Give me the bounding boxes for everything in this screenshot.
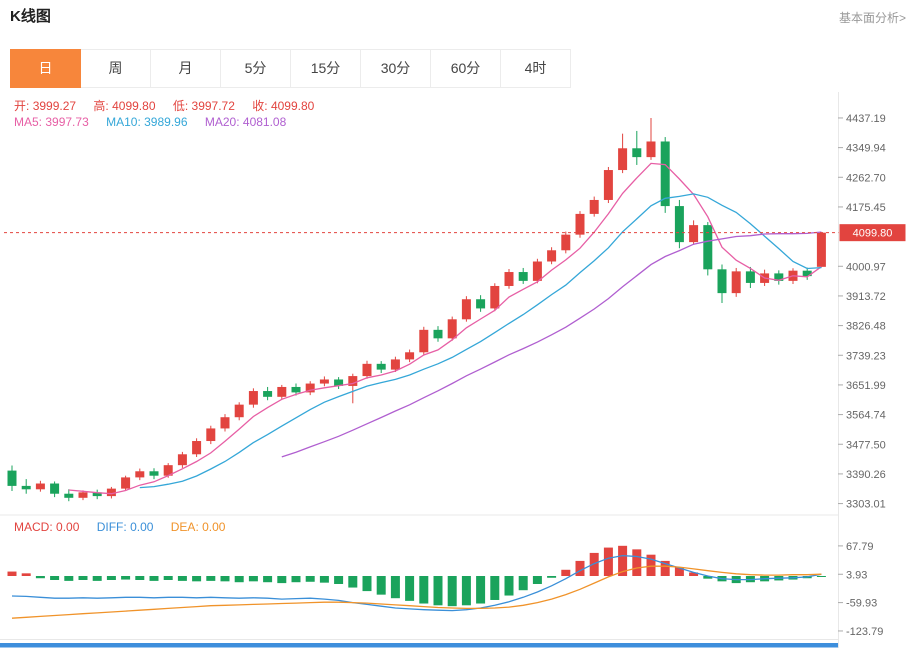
svg-text:-123.79: -123.79 bbox=[846, 626, 883, 638]
svg-text:3390.26: 3390.26 bbox=[846, 469, 886, 481]
svg-text:3303.01: 3303.01 bbox=[846, 499, 886, 511]
tab-30min[interactable]: 30分 bbox=[361, 49, 431, 88]
kline-chart[interactable]: 4437.19 4349.94 4262.70 4175.45 4000.97 3913.… bbox=[0, 92, 911, 648]
tab-month[interactable]: 月 bbox=[151, 49, 221, 88]
svg-text:-59.93: -59.93 bbox=[846, 598, 877, 610]
period-tabs: 日 周 月 5分 15分 30分 60分 4时 bbox=[10, 49, 571, 88]
svg-text:4099.80: 4099.80 bbox=[853, 228, 893, 240]
tab-day[interactable]: 日 bbox=[10, 49, 81, 88]
svg-text:3.93: 3.93 bbox=[846, 569, 867, 581]
svg-text:3739.23: 3739.23 bbox=[846, 350, 886, 362]
svg-text:4349.94: 4349.94 bbox=[846, 143, 886, 155]
svg-text:3564.74: 3564.74 bbox=[846, 410, 886, 422]
fundamental-analysis-link[interactable]: 基本面分析> bbox=[838, 11, 906, 25]
page-title: K线图 bbox=[10, 8, 51, 25]
svg-text:3913.72: 3913.72 bbox=[846, 291, 886, 303]
svg-text:4262.70: 4262.70 bbox=[846, 172, 886, 184]
tab-5min[interactable]: 5分 bbox=[221, 49, 291, 88]
svg-text:3651.99: 3651.99 bbox=[846, 380, 886, 392]
tab-4hour[interactable]: 4时 bbox=[501, 49, 571, 88]
tab-60min[interactable]: 60分 bbox=[431, 49, 501, 88]
tab-15min[interactable]: 15分 bbox=[291, 49, 361, 88]
svg-text:4000.97: 4000.97 bbox=[846, 261, 886, 273]
svg-text:4437.19: 4437.19 bbox=[846, 113, 886, 125]
tab-week[interactable]: 周 bbox=[81, 49, 151, 88]
svg-text:4175.45: 4175.45 bbox=[846, 202, 886, 214]
svg-text:3826.48: 3826.48 bbox=[846, 321, 886, 333]
svg-text:3477.50: 3477.50 bbox=[846, 439, 886, 451]
svg-text:67.79: 67.79 bbox=[846, 541, 874, 553]
